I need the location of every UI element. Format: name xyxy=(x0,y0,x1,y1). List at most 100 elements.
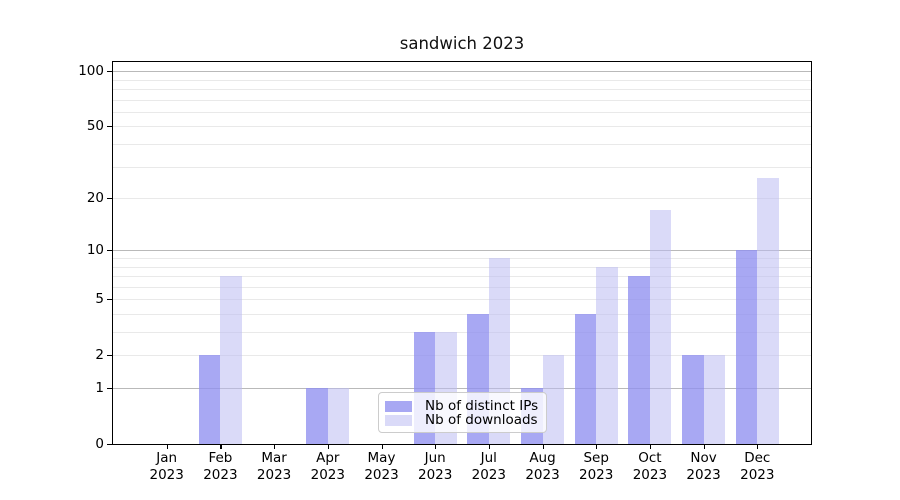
y-tick-label: 100 xyxy=(78,63,104,80)
bar-downloads-apr xyxy=(327,388,350,444)
x-tick-mark xyxy=(649,444,652,449)
y-tick-mark xyxy=(107,388,112,390)
legend-item-label: Nb of distinct IPs xyxy=(425,398,539,414)
x-tick-year: 2023 xyxy=(203,466,238,483)
y-tick-mark xyxy=(107,71,112,73)
gridline-minor xyxy=(113,313,811,315)
gridline-minor xyxy=(113,79,811,81)
x-tick-mark xyxy=(435,444,437,449)
bar-downloads-nov xyxy=(703,355,726,444)
gridline-minor xyxy=(113,257,811,259)
x-tick-mark xyxy=(757,444,759,449)
x-tick-month: Jan xyxy=(156,450,178,466)
y-tick-mark xyxy=(107,250,112,252)
legend: Nb of distinct IPs Nb of downloads xyxy=(378,392,547,433)
y-tick-label: 10 xyxy=(86,242,104,259)
bar-ips-sep xyxy=(574,313,597,444)
x-tick-month: Sep xyxy=(583,450,609,466)
legend-item: Nb of downloads xyxy=(385,413,538,427)
x-tick-year: 2023 xyxy=(579,466,614,483)
x-tick-month: May xyxy=(367,450,396,466)
gridline-minor xyxy=(113,266,811,268)
gridline-minor xyxy=(113,111,811,113)
y-tick-mark xyxy=(107,126,112,128)
x-tick-month: Jul xyxy=(480,450,497,466)
x-tick-month: Dec xyxy=(744,450,771,466)
y-tick-mark xyxy=(107,444,112,446)
gridline-minor xyxy=(113,99,811,101)
gridline-minor xyxy=(113,143,811,145)
bar-ips-nov xyxy=(682,355,704,444)
y-tick-label: 0 xyxy=(95,436,104,452)
y-tick-label: 1 xyxy=(95,380,104,396)
legend-swatch xyxy=(385,414,412,426)
x-tick-year: 2023 xyxy=(632,466,668,483)
gridline-major xyxy=(113,71,811,73)
x-tick-year: 2023 xyxy=(418,466,453,483)
x-tick-mark xyxy=(596,444,598,449)
legend-swatch xyxy=(385,400,412,412)
x-tick-label: Jun 2023 xyxy=(405,450,465,483)
x-tick-label: Sep 2023 xyxy=(566,450,626,483)
x-tick-year: 2023 xyxy=(310,466,345,483)
x-tick-label: Dec 2023 xyxy=(727,450,787,483)
gridline-minor xyxy=(113,276,811,277)
y-tick-mark xyxy=(107,299,112,301)
x-tick-label: Oct 2023 xyxy=(620,450,680,483)
y-tick-mark xyxy=(107,355,112,357)
x-tick-month: Feb xyxy=(208,450,233,466)
gridline-minor xyxy=(113,88,811,90)
chart-title: sandwich 2023 xyxy=(399,34,525,53)
x-tick-mark xyxy=(327,444,329,449)
x-tick-label: May 2023 xyxy=(352,450,412,483)
x-tick-month: Aug xyxy=(529,450,556,466)
x-tick-label: Jul 2023 xyxy=(459,450,519,483)
x-tick-label: Aug 2023 xyxy=(513,450,573,483)
bar-downloads-aug xyxy=(542,355,564,444)
bar-ips-apr xyxy=(306,388,328,444)
x-tick-year: 2023 xyxy=(149,466,184,483)
gridline-minor xyxy=(113,198,811,199)
x-tick-month: Mar xyxy=(261,450,287,466)
x-tick-year: 2023 xyxy=(686,466,721,483)
x-tick-mark xyxy=(166,444,168,449)
x-tick-month: Oct xyxy=(638,450,662,466)
gridline-minor xyxy=(113,332,811,333)
x-tick-year: 2023 xyxy=(471,466,506,483)
x-tick-month: Jun xyxy=(424,450,446,466)
bar-ips-dec xyxy=(735,250,758,444)
x-tick-mark xyxy=(220,444,222,449)
x-tick-mark xyxy=(274,444,276,449)
bar-ips-oct xyxy=(628,276,650,444)
bar-downloads-oct xyxy=(649,210,672,444)
y-tick-label: 50 xyxy=(86,118,104,135)
x-tick-mark xyxy=(488,444,490,449)
bar-downloads-feb xyxy=(220,276,242,444)
gridline-major xyxy=(113,388,811,389)
y-tick-label: 2 xyxy=(95,347,104,364)
plot-area xyxy=(112,61,812,445)
legend-item-label: Nb of downloads xyxy=(425,412,538,428)
x-tick-label: Mar 2023 xyxy=(244,450,304,483)
x-tick-mark xyxy=(703,444,705,449)
x-tick-year: 2023 xyxy=(525,466,560,483)
y-tick-label: 20 xyxy=(86,190,104,206)
legend-item: Nb of distinct IPs xyxy=(385,399,538,413)
bar-downloads-sep xyxy=(596,266,618,444)
y-tick-label: 5 xyxy=(95,291,104,308)
y-tick-mark xyxy=(107,198,112,200)
x-tick-label: Feb 2023 xyxy=(190,450,250,483)
x-tick-mark xyxy=(542,444,544,449)
x-tick-month: Nov xyxy=(690,450,717,466)
x-tick-year: 2023 xyxy=(364,466,399,483)
x-tick-label: Apr 2023 xyxy=(298,450,358,483)
x-tick-mark xyxy=(381,444,383,449)
x-tick-label: Nov 2023 xyxy=(674,450,734,483)
gridline-major xyxy=(113,250,811,252)
gridline-minor xyxy=(113,166,811,168)
x-tick-month: Apr xyxy=(316,450,340,466)
bar-ips-feb xyxy=(198,355,221,444)
bar-downloads-dec xyxy=(757,177,779,444)
gridline-minor xyxy=(113,355,811,357)
